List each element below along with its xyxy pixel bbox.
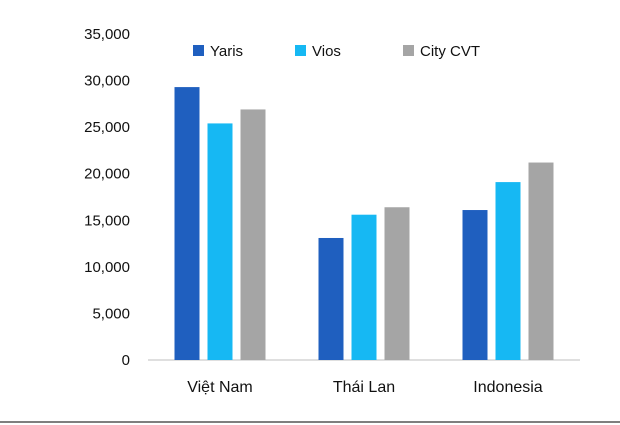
legend-label: Vios — [312, 43, 341, 60]
legend-swatch — [403, 45, 414, 56]
legend-label: City CVT — [420, 43, 480, 60]
legend-label: Yaris — [210, 43, 243, 60]
bar-vios-0 — [207, 123, 233, 360]
y-tick-label: 20,000 — [84, 166, 130, 183]
category-labels: Việt Nam Thái Lan Indonesia — [187, 379, 543, 396]
bar-city-cvt-1 — [384, 207, 410, 360]
y-tick-label: 15,000 — [84, 212, 130, 229]
bar-city-cvt-2 — [528, 162, 554, 360]
category-label: Thái Lan — [333, 379, 395, 396]
y-axis-ticks: 0 5,000 10,000 15,000 20,000 25,000 30,000 35,0… — [84, 26, 130, 369]
legend: Yaris Vios City CVT — [193, 43, 480, 60]
bar-vios-1 — [351, 214, 377, 360]
bar-city-cvt-0 — [240, 109, 266, 361]
bar-yaris-2 — [462, 210, 488, 360]
y-tick-label: 10,000 — [84, 259, 130, 276]
y-tick-label: 35,000 — [84, 26, 130, 43]
category-label: Việt Nam — [187, 379, 253, 396]
legend-swatch — [295, 45, 306, 56]
category-label: Indonesia — [473, 379, 542, 396]
bar-vios-2 — [495, 182, 521, 360]
y-tick-label: 30,000 — [84, 73, 130, 90]
bar-yaris-0 — [174, 87, 200, 360]
bar-yaris-1 — [318, 237, 344, 360]
bars — [174, 87, 554, 361]
y-tick-label: 0 — [122, 352, 130, 369]
legend-swatch — [193, 45, 204, 56]
y-tick-label: 25,000 — [84, 119, 130, 136]
y-tick-label: 5,000 — [92, 305, 130, 322]
